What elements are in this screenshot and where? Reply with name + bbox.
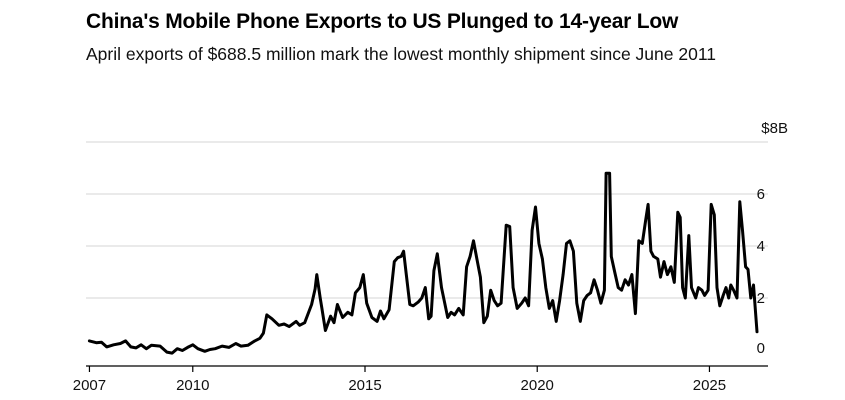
- x-tick-label: 2010: [176, 377, 209, 394]
- x-tick-label: 2025: [693, 377, 726, 394]
- chart-title: China's Mobile Phone Exports to US Plung…: [86, 10, 679, 33]
- chart-subtitle: April exports of $688.5 million mark the…: [86, 44, 716, 64]
- x-tick-label: 2020: [521, 377, 554, 394]
- y-tick-label: 4: [757, 238, 765, 255]
- x-tick-label: 2007: [73, 377, 106, 394]
- series-line-0: [87, 171, 759, 355]
- y-tick-label: 0: [757, 340, 765, 357]
- y-tick-label: 2: [757, 290, 765, 307]
- x-tick-label: 2015: [348, 377, 381, 394]
- y-tick-label: 6: [757, 186, 765, 203]
- y-tick-label: $8B: [761, 120, 788, 137]
